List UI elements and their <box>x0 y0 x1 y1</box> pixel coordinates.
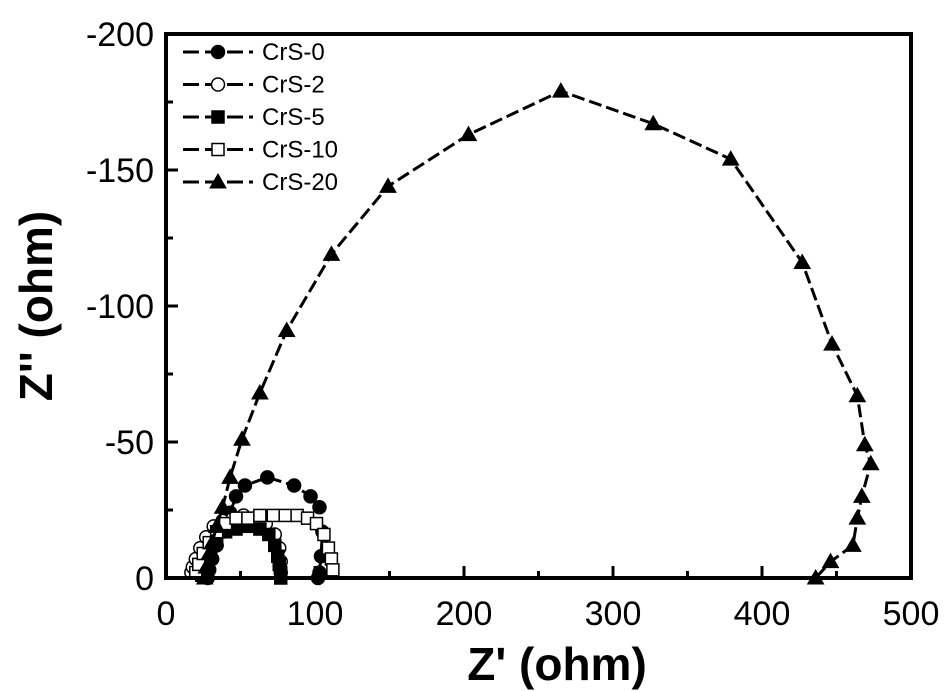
data-point <box>213 498 232 514</box>
data-point <box>233 430 251 446</box>
legend-label: CrS-2 <box>262 72 325 99</box>
data-point <box>286 478 302 493</box>
data-point <box>861 454 880 471</box>
data-point <box>303 489 318 504</box>
data-point <box>793 253 812 269</box>
data-point <box>197 558 216 574</box>
axes-layer: 0 100 200 300 400 500 0 -50 -100 -150 -200 <box>86 16 939 633</box>
data-point <box>266 508 281 523</box>
legend-item: CrS-10 <box>183 137 338 164</box>
data-point <box>221 468 239 484</box>
data-point <box>848 386 867 403</box>
x-axis-title: Z' (ohm) <box>467 638 647 690</box>
data-point <box>855 435 874 452</box>
legend-item: CrS-20 <box>183 169 338 196</box>
data-point <box>241 511 255 525</box>
legend-label: CrS-20 <box>262 169 338 196</box>
legend-item: CrS-0 <box>183 39 325 66</box>
legend-marker <box>211 110 225 124</box>
data-point <box>312 500 327 515</box>
legend-label: CrS-5 <box>262 104 325 131</box>
data-point <box>260 470 275 485</box>
data-point <box>821 552 840 569</box>
data-point <box>848 509 867 525</box>
x-tick-label: 0 <box>157 595 176 633</box>
data-point <box>203 533 222 550</box>
data-point <box>644 114 663 131</box>
data-point <box>253 508 267 523</box>
x-tick-label: 100 <box>287 595 344 633</box>
y-tick-label: -200 <box>86 16 154 54</box>
legend-item: CrS-5 <box>183 104 325 131</box>
data-point <box>200 544 219 561</box>
data-point <box>459 125 478 142</box>
legend-label: CrS-10 <box>262 137 338 164</box>
data-point <box>317 527 331 542</box>
data-point <box>823 335 841 351</box>
data-point <box>326 563 340 577</box>
data-point <box>251 384 269 400</box>
data-point <box>277 321 296 337</box>
data-point <box>309 516 324 531</box>
y-tick-label: -100 <box>86 288 154 326</box>
data-point <box>551 82 570 98</box>
data-point <box>237 478 253 493</box>
data-point <box>229 511 243 525</box>
data-point <box>844 536 862 552</box>
data-point <box>207 517 226 533</box>
legend-label: CrS-0 <box>262 39 325 66</box>
data-point <box>278 508 292 523</box>
data-point <box>852 487 871 503</box>
legend-marker <box>210 77 226 92</box>
x-tick-label: 200 <box>436 595 493 633</box>
data-point <box>322 245 341 261</box>
series-line <box>203 89 873 580</box>
x-tick-label: 300 <box>585 595 642 633</box>
x-tick-label: 400 <box>734 595 791 633</box>
data-point <box>721 150 740 166</box>
legend-item: CrS-2 <box>183 72 325 99</box>
y-tick-label: 0 <box>135 560 154 598</box>
legend-marker <box>211 142 225 157</box>
x-tick-label: 500 <box>883 595 940 633</box>
data-point <box>379 177 397 193</box>
legend-marker <box>209 172 227 189</box>
y-tick-label: -150 <box>86 152 154 190</box>
y-axis-title: Z'' (ohm) <box>10 211 62 402</box>
data-point <box>228 489 244 504</box>
legend: CrS-0 CrS-2 CrS-5 CrS-10 CrS-20 <box>183 39 338 196</box>
legend-marker <box>210 44 226 60</box>
y-tick-label: -50 <box>105 424 154 462</box>
